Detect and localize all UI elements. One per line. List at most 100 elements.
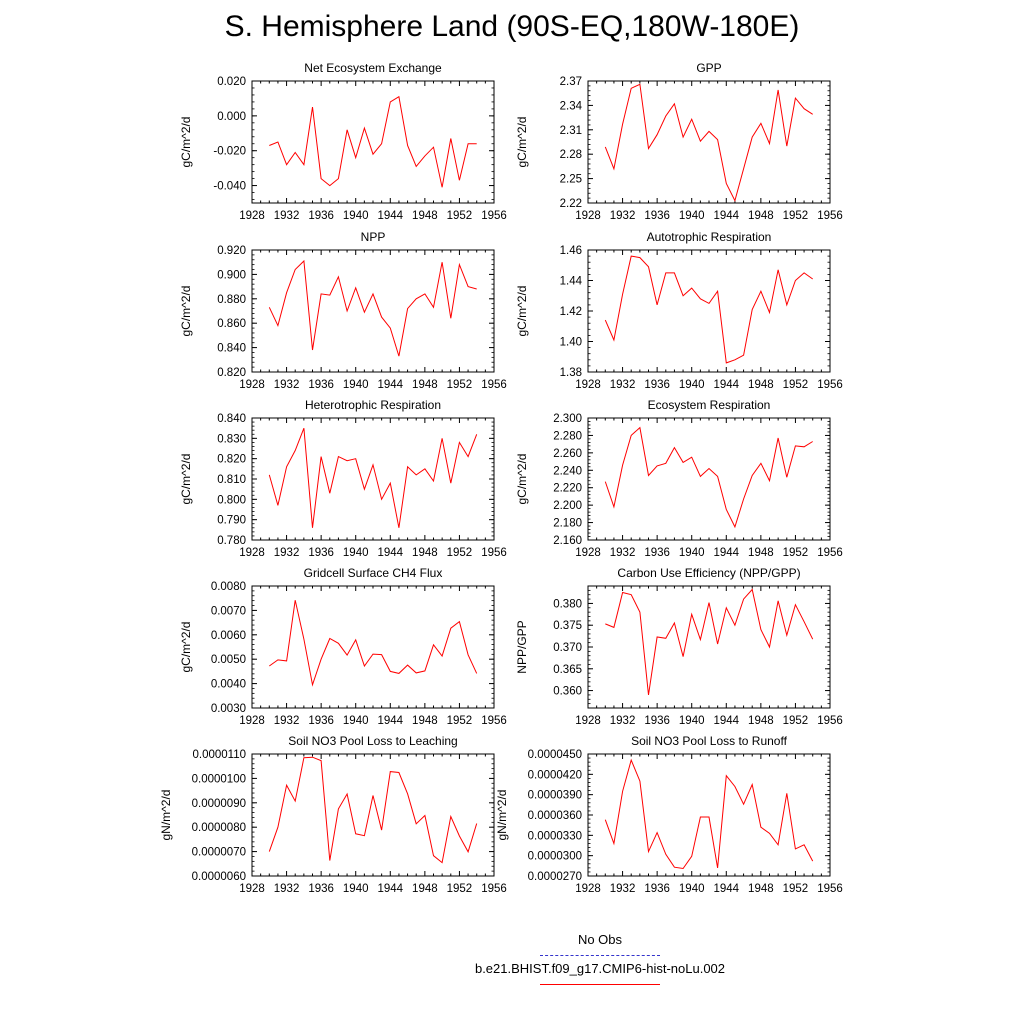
y-tick-label: 0.365 — [553, 664, 582, 676]
y-tick-label: 0.380 — [553, 598, 582, 610]
y-tick-label: 0.0000060 — [192, 871, 246, 883]
y-tick-label: 0.840 — [217, 343, 246, 355]
x-tick-label: 1956 — [817, 547, 843, 559]
x-tick-label: 1952 — [783, 547, 809, 559]
series-line — [604, 255, 813, 364]
y-tick-label: 1.40 — [560, 337, 582, 349]
y-tick-label: 2.22 — [560, 198, 582, 210]
y-tick-label: 0.0000450 — [528, 749, 582, 761]
legend-label-model: b.e21.BHIST.f09_g17.CMIP6-hist-noLu.002 — [474, 961, 726, 976]
x-tick-label: 1940 — [343, 715, 369, 727]
x-tick-label: 1940 — [679, 547, 705, 559]
x-tick-label: 1928 — [575, 547, 601, 559]
x-tick-label: 1944 — [713, 883, 739, 895]
y-tick-label: 0.780 — [217, 535, 246, 547]
y-axis-label: NPP/GPP — [515, 620, 529, 673]
x-tick-label: 1940 — [679, 715, 705, 727]
y-tick-label: 2.160 — [553, 535, 582, 547]
panel-4: Heterotrophic Respiration 1928 1932 1936 194… — [179, 398, 507, 559]
y-axis-label: gN/m^2/d — [495, 790, 509, 841]
x-tick-label: 1952 — [447, 715, 473, 727]
y-axis-label: gC/m^2/d — [515, 117, 529, 168]
y-tick-label: 2.200 — [553, 500, 582, 512]
y-tick-label: 1.38 — [560, 367, 582, 379]
panel-1: GPP 1928 1932 1936 1940 1944 1948 1952 1956 2.22 2… — [515, 61, 843, 222]
panel-frame — [587, 80, 831, 204]
y-tick-label: 0.370 — [553, 642, 582, 654]
panel-frame — [587, 753, 831, 877]
panel-6: Gridcell Surface CH4 Flux 1928 1932 1936 194… — [179, 566, 507, 727]
y-tick-label: 0.375 — [553, 620, 582, 632]
x-tick-label: 1932 — [274, 547, 300, 559]
x-tick-label: 1928 — [239, 379, 265, 391]
x-tick-label: 1928 — [575, 379, 601, 391]
x-tick-label: 1952 — [783, 715, 809, 727]
y-axis-label: gN/m^2/d — [159, 790, 173, 841]
y-tick-label: 0.810 — [217, 474, 246, 486]
x-tick-label: 1928 — [239, 715, 265, 727]
y-tick-label: 0.0000100 — [192, 773, 246, 785]
y-tick-label: 0.920 — [217, 245, 246, 257]
x-tick-label: 1956 — [481, 715, 507, 727]
y-tick-label: 2.280 — [553, 430, 582, 442]
x-tick-label: 1936 — [644, 547, 670, 559]
x-tick-label: 1928 — [575, 715, 601, 727]
x-tick-label: 1940 — [679, 379, 705, 391]
x-tick-label: 1932 — [274, 715, 300, 727]
y-tick-label: 0.900 — [217, 269, 246, 281]
series-line — [605, 588, 814, 695]
x-tick-label: 1944 — [713, 547, 739, 559]
y-tick-label: 0.860 — [217, 318, 246, 330]
x-tick-label: 1956 — [481, 379, 507, 391]
panel-3: Autotrophic Respiration 1928 1932 1936 1940 1… — [515, 230, 843, 391]
legend-line-model — [540, 984, 660, 985]
x-tick-label: 1928 — [575, 883, 601, 895]
x-tick-label: 1948 — [748, 210, 774, 222]
x-tick-label: 1932 — [610, 715, 636, 727]
x-tick-label: 1948 — [748, 547, 774, 559]
x-tick-label: 1948 — [748, 715, 774, 727]
y-axis-label: gC/m^2/d — [515, 286, 529, 337]
y-tick-label: 2.300 — [553, 413, 582, 425]
series-line — [268, 428, 478, 528]
y-tick-label: -0.040 — [213, 181, 246, 193]
x-tick-label: 1952 — [447, 210, 473, 222]
y-tick-label: 1.44 — [560, 276, 583, 288]
x-tick-label: 1940 — [679, 883, 705, 895]
x-tick-label: 1948 — [412, 547, 438, 559]
y-tick-label: 0.0000080 — [192, 822, 246, 834]
x-tick-label: 1936 — [308, 210, 334, 222]
x-tick-label: 1940 — [343, 547, 369, 559]
panel-title: Soil NO3 Pool Loss to Leaching — [288, 734, 457, 748]
y-tick-label: 0.360 — [553, 686, 582, 698]
x-tick-label: 1944 — [377, 883, 403, 895]
x-tick-label: 1932 — [610, 883, 636, 895]
panel-title: Heterotrophic Respiration — [305, 398, 441, 412]
y-tick-label: 0.800 — [217, 494, 246, 506]
x-tick-label: 1932 — [610, 547, 636, 559]
x-tick-label: 1944 — [713, 210, 739, 222]
x-tick-label: 1956 — [817, 379, 843, 391]
x-tick-label: 1948 — [412, 210, 438, 222]
y-tick-label: 1.46 — [560, 245, 582, 257]
x-tick-label: 1928 — [239, 883, 265, 895]
legend-line-no-obs — [540, 955, 660, 956]
x-tick-label: 1928 — [239, 210, 265, 222]
x-tick-label: 1956 — [481, 547, 507, 559]
series-line — [268, 259, 477, 357]
x-tick-label: 1952 — [783, 210, 809, 222]
y-tick-label: 0.840 — [217, 413, 246, 425]
x-tick-label: 1956 — [817, 210, 843, 222]
y-tick-label: 0.0050 — [211, 654, 246, 666]
y-tick-label: 0.0000300 — [528, 851, 582, 863]
x-tick-label: 1932 — [610, 379, 636, 391]
x-tick-label: 1936 — [644, 210, 670, 222]
x-tick-label: 1956 — [817, 883, 843, 895]
panel-title: Net Ecosystem Exchange — [304, 61, 442, 75]
y-tick-label: 0.0030 — [211, 703, 246, 715]
x-tick-label: 1936 — [644, 379, 670, 391]
panel-title: NPP — [361, 230, 386, 244]
x-tick-label: 1928 — [239, 547, 265, 559]
x-tick-label: 1944 — [377, 547, 403, 559]
